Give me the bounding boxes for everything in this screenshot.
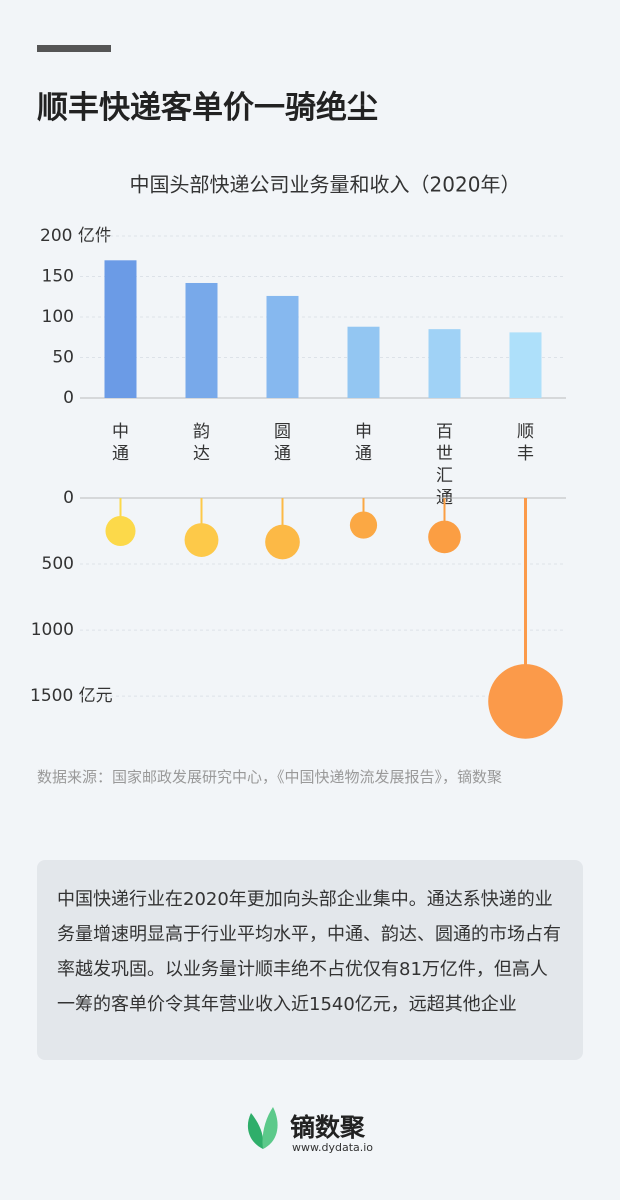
y-tick-label: 150 bbox=[42, 267, 74, 287]
y-tick-label: 200 亿件 bbox=[40, 226, 112, 246]
bar bbox=[104, 260, 137, 398]
bar bbox=[428, 329, 461, 398]
accent-bar bbox=[37, 45, 111, 52]
y-tick-label: 0 bbox=[63, 488, 74, 508]
x-tick-label: 圆通 bbox=[274, 422, 291, 464]
note: 中国快递行业在2020年更加向头部企业集中。通达系快递的业务量增速明显高于行业平… bbox=[57, 889, 561, 1015]
x-tick-label: 韵达 bbox=[193, 422, 210, 464]
bar bbox=[266, 295, 299, 398]
y-tick-label: 1500 亿元 bbox=[30, 686, 113, 706]
bubble bbox=[488, 664, 563, 739]
y-tick-label: 50 bbox=[52, 348, 74, 368]
x-tick-label: 百世汇通 bbox=[436, 422, 453, 508]
bubble bbox=[265, 524, 300, 560]
logo-name: 镝数聚 bbox=[290, 1113, 366, 1142]
logo-url: www.dydata.io bbox=[292, 1141, 374, 1154]
chart-title: 中国头部快递公司业务量和收入（2020年） bbox=[130, 173, 521, 197]
bubble bbox=[184, 523, 219, 557]
note-box: 中国快递行业在2020年更加向头部企业集中。通达系快递的业务量增速明显高于行业平… bbox=[37, 860, 583, 1060]
x-tick-label: 中通 bbox=[112, 422, 129, 464]
bar bbox=[185, 282, 218, 398]
logo-icon bbox=[247, 1107, 278, 1149]
x-tick-label: 顺丰 bbox=[517, 422, 534, 464]
y-tick-label: 0 bbox=[63, 388, 74, 408]
y-tick-label: 1000 bbox=[31, 620, 74, 640]
y-tick-label: 100 bbox=[42, 307, 74, 327]
bar bbox=[509, 332, 542, 398]
bubble bbox=[428, 520, 461, 554]
x-tick-label: 申通 bbox=[355, 422, 372, 464]
source: 数据来源：国家邮政发展研究中心，《中国快递物流发展报告》，镝数聚 bbox=[37, 768, 503, 786]
bubble bbox=[105, 516, 136, 547]
page-title: 顺丰快递客单价一骑绝尘 bbox=[37, 90, 378, 126]
bar bbox=[347, 326, 380, 398]
bubble bbox=[349, 511, 378, 539]
y-tick-label: 500 bbox=[42, 554, 74, 574]
